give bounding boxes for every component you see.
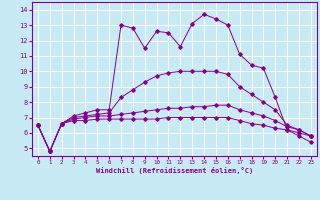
X-axis label: Windchill (Refroidissement éolien,°C): Windchill (Refroidissement éolien,°C) xyxy=(96,167,253,174)
